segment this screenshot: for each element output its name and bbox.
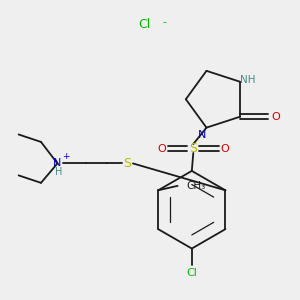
Text: H: H: [55, 167, 63, 177]
Text: N: N: [198, 130, 206, 140]
Text: N: N: [53, 158, 61, 168]
Text: O: O: [220, 143, 229, 154]
Text: NH: NH: [241, 75, 256, 85]
Text: S: S: [189, 142, 197, 155]
Text: O: O: [158, 143, 166, 154]
Text: Cl: Cl: [138, 18, 150, 31]
Text: -: -: [163, 17, 167, 27]
Text: CH₃: CH₃: [186, 181, 205, 191]
Text: O: O: [271, 112, 280, 122]
Text: +: +: [62, 152, 70, 161]
Text: S: S: [124, 157, 132, 170]
Text: Cl: Cl: [186, 268, 197, 278]
